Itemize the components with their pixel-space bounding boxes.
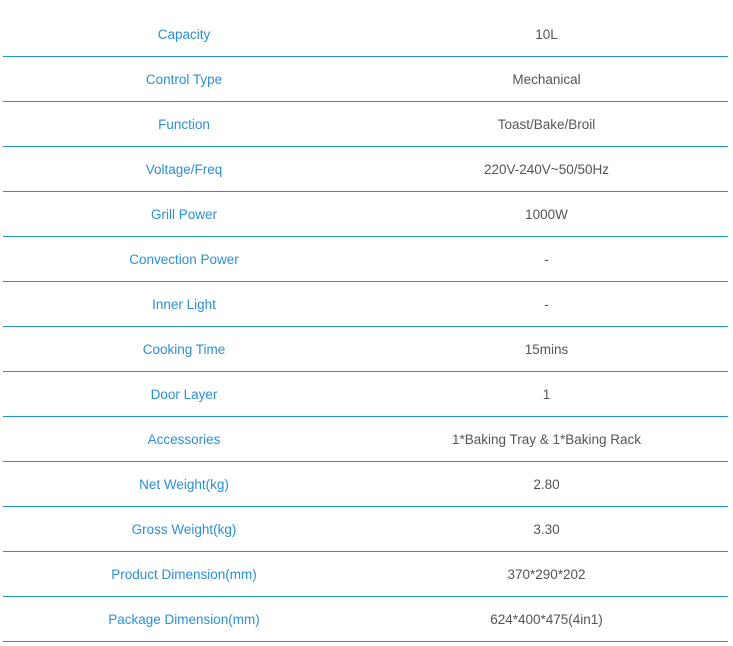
table-row: Voltage/Freq 220V-240V~50/50Hz (3, 146, 728, 192)
spec-value: - (365, 236, 728, 282)
spec-label: Convection Power (3, 236, 365, 282)
table-row: Grill Power 1000W (3, 191, 728, 237)
table-row: Accessories 1*Baking Tray & 1*Baking Rack (3, 416, 728, 462)
table-row: Cooking Time 15mins (3, 326, 728, 372)
spec-label: Accessories (3, 416, 365, 462)
spec-label: Grill Power (3, 191, 365, 237)
table-row: Product Dimension(mm) 370*290*202 (3, 551, 728, 597)
spec-label: Product Dimension(mm) (3, 551, 365, 597)
spec-value: 3.30 (365, 506, 728, 552)
spec-value: 2.80 (365, 461, 728, 507)
spec-label: Control Type (3, 56, 365, 102)
spec-value: 1*Baking Tray & 1*Baking Rack (365, 416, 728, 462)
table-row: Function Toast/Bake/Broil (3, 101, 728, 147)
spec-value: 15mins (365, 326, 728, 372)
spec-value: Mechanical (365, 56, 728, 102)
spec-label: Inner Light (3, 281, 365, 327)
spec-value: 1 (365, 371, 728, 417)
table-row: Inner Light - (3, 281, 728, 327)
spec-value: 10L (365, 12, 728, 57)
table-row: Gross Weight(kg) 3.30 (3, 506, 728, 552)
spec-label: Net Weight(kg) (3, 461, 365, 507)
spec-label: Cooking Time (3, 326, 365, 372)
spec-value: 370*290*202 (365, 551, 728, 597)
spec-value: Toast/Bake/Broil (365, 101, 728, 147)
table-row: Net Weight(kg) 2.80 (3, 461, 728, 507)
spec-label: Capacity (3, 12, 365, 57)
spec-label: Door Layer (3, 371, 365, 417)
table-row: Control Type Mechanical (3, 56, 728, 102)
spec-value: 624*400*475(4in1) (365, 596, 728, 642)
spec-label: Package Dimension(mm) (3, 596, 365, 642)
table-row: Door Layer 1 (3, 371, 728, 417)
spec-value: 220V-240V~50/50Hz (365, 146, 728, 192)
spec-value: - (365, 281, 728, 327)
spec-label: Gross Weight(kg) (3, 506, 365, 552)
table-row: Capacity 10L (3, 12, 728, 57)
spec-table: Capacity 10L Control Type Mechanical Functio… (3, 12, 728, 642)
spec-value: 1000W (365, 191, 728, 237)
spec-label: Voltage/Freq (3, 146, 365, 192)
table-row: Convection Power - (3, 236, 728, 282)
table-row: Package Dimension(mm) 624*400*475(4in1) (3, 596, 728, 642)
spec-label: Function (3, 101, 365, 147)
